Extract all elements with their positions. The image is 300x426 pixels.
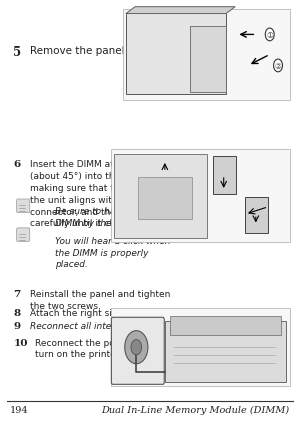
- Text: Reinstall the panel and tighten
the two screws.: Reinstall the panel and tighten the two …: [30, 289, 170, 310]
- Bar: [114, 155, 207, 239]
- Polygon shape: [126, 8, 235, 14]
- Text: Attach the right side cover.: Attach the right side cover.: [30, 308, 153, 317]
- FancyBboxPatch shape: [16, 228, 30, 242]
- Bar: [111, 308, 290, 386]
- Text: 6: 6: [13, 160, 20, 169]
- Text: 8: 8: [13, 308, 20, 317]
- Text: 7: 7: [13, 289, 20, 298]
- Circle shape: [265, 29, 274, 42]
- Text: Dual In-Line Memory Module (DIMM): Dual In-Line Memory Module (DIMM): [102, 405, 290, 414]
- Bar: [123, 10, 290, 101]
- Circle shape: [131, 340, 142, 355]
- Text: ①: ①: [266, 31, 273, 40]
- Text: Insert the DIMM at an angle
(about 45°) into the connector,
making sure that the: Insert the DIMM at an angle (about 45°) …: [30, 160, 180, 228]
- Bar: [138, 178, 192, 219]
- Circle shape: [274, 60, 283, 72]
- Bar: [111, 150, 290, 243]
- Text: 5: 5: [13, 46, 21, 59]
- Text: Be sure to handle the
DIMM by the edges only.: Be sure to handle the DIMM by the edges …: [55, 207, 166, 227]
- Text: 9: 9: [13, 321, 20, 330]
- Circle shape: [125, 331, 148, 364]
- Bar: [170, 316, 281, 336]
- FancyBboxPatch shape: [111, 317, 164, 384]
- Text: Reconnect all interface cables.: Reconnect all interface cables.: [30, 321, 169, 330]
- FancyBboxPatch shape: [16, 199, 30, 213]
- Bar: [165, 321, 286, 382]
- Bar: [190, 27, 226, 92]
- Text: Reconnect the power cord, and
turn on the printer.: Reconnect the power cord, and turn on th…: [35, 338, 177, 359]
- Text: 194: 194: [10, 405, 29, 414]
- Text: You will hear a click when
the DIMM is properly
placed.: You will hear a click when the DIMM is p…: [55, 236, 170, 269]
- Bar: [126, 14, 226, 95]
- Text: 10: 10: [13, 338, 28, 347]
- Text: ②: ②: [274, 62, 281, 71]
- Bar: [245, 198, 268, 233]
- Text: Remove the panel.: Remove the panel.: [30, 46, 127, 56]
- Bar: [213, 157, 236, 194]
